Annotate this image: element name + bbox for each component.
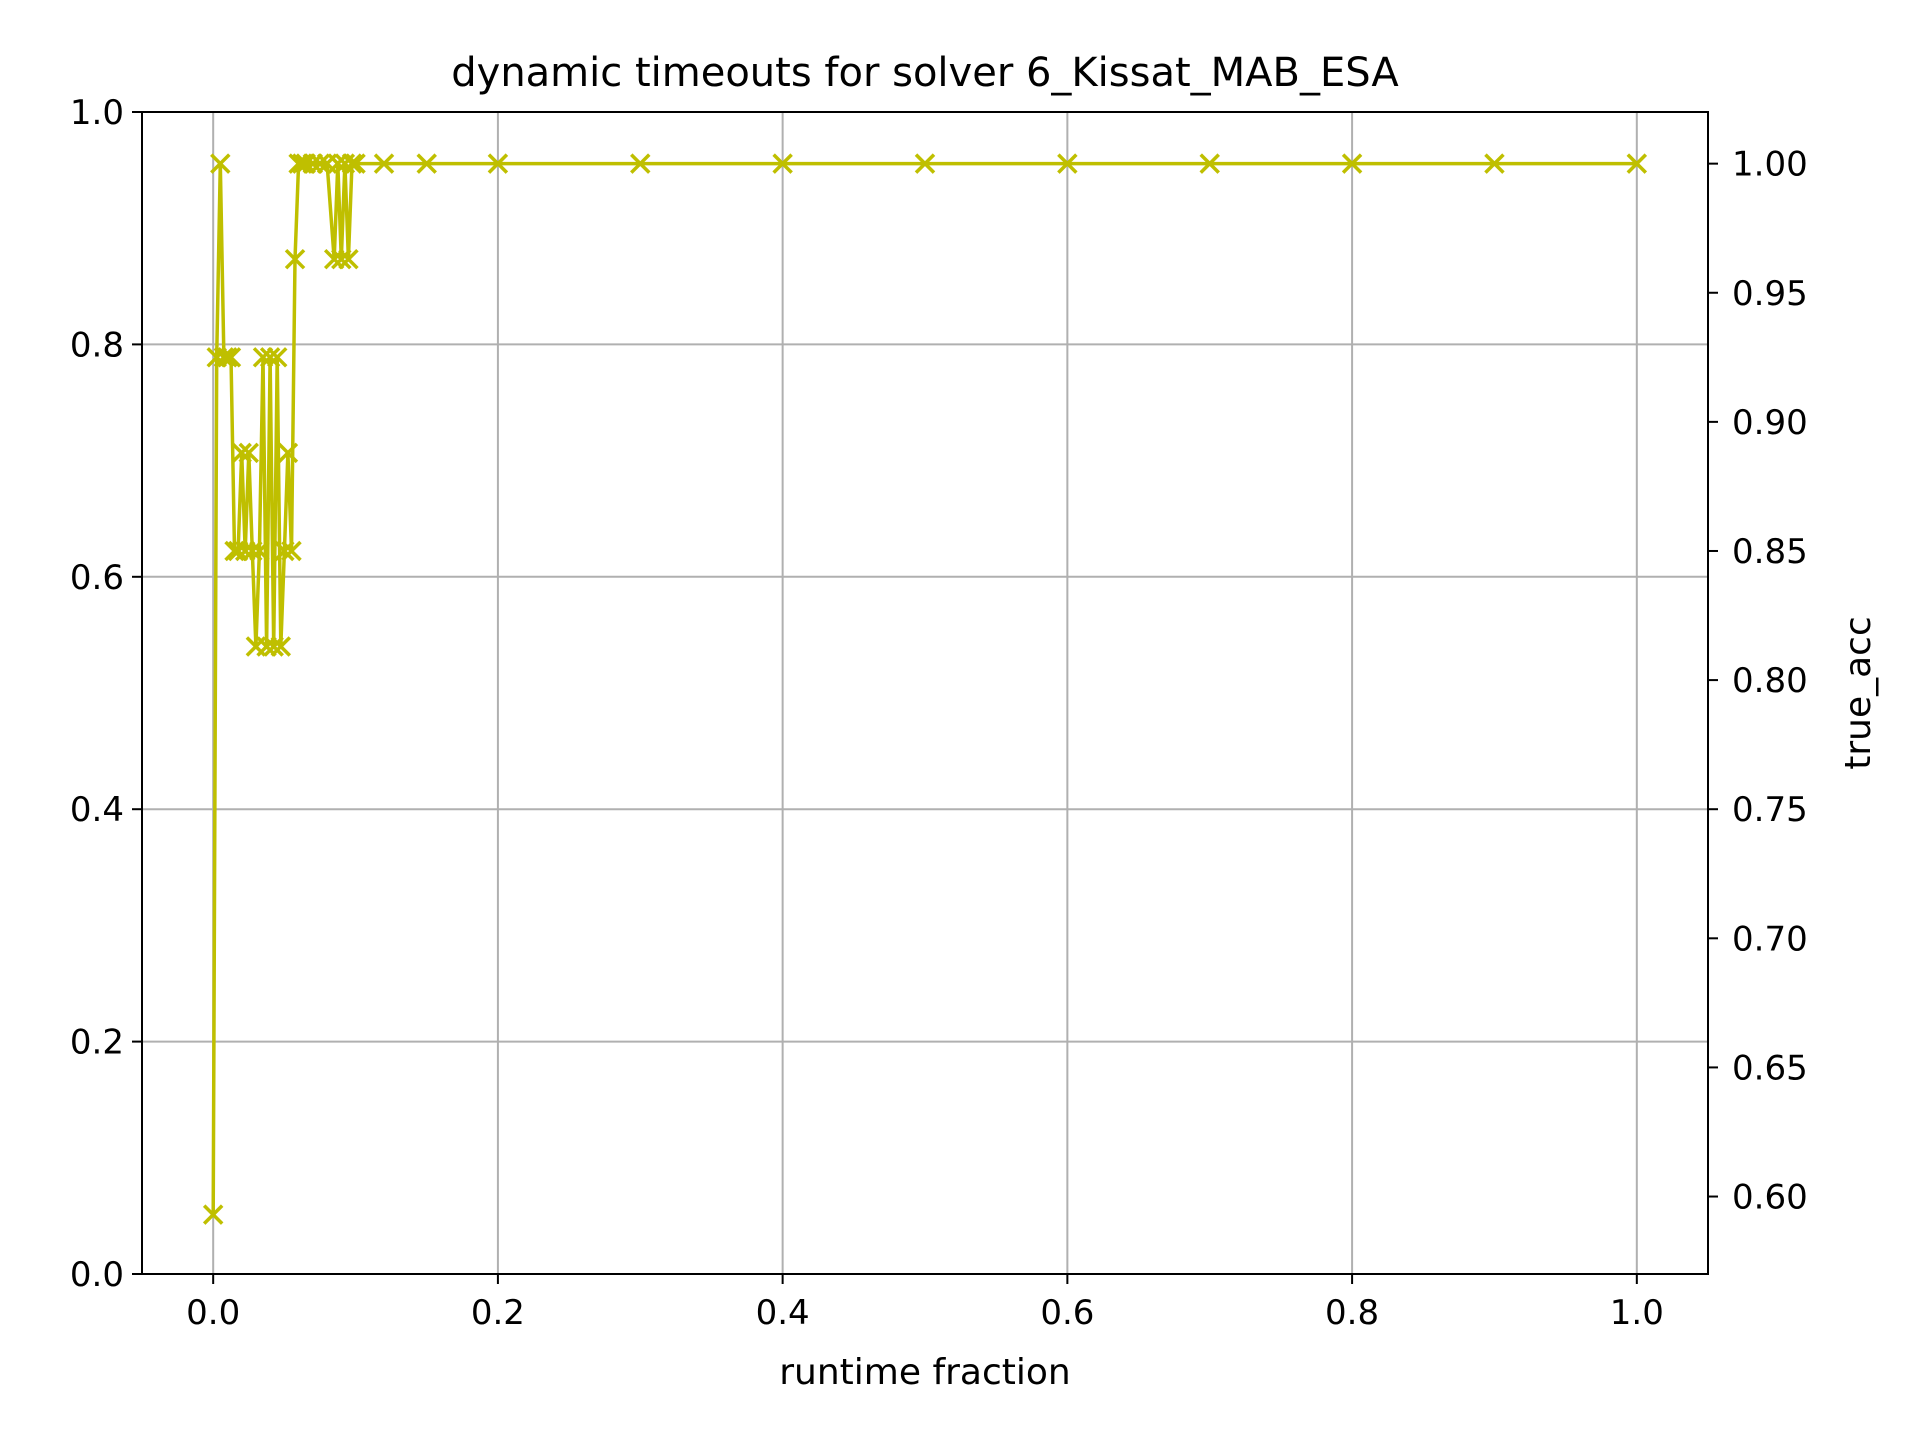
y2-tick-label: 0.80: [1732, 661, 1808, 701]
data-point-marker: [341, 153, 363, 174]
data-point-marker: [1057, 153, 1078, 174]
x-tick-label: 0.8: [1325, 1293, 1379, 1333]
x-axis-label: runtime fraction: [779, 1352, 1071, 1393]
y2-tick-label: 0.60: [1732, 1178, 1808, 1218]
y2-tick-label: 0.65: [1732, 1048, 1808, 1088]
data-point-marker: [217, 347, 238, 368]
data-point-marker: [263, 636, 284, 657]
y2-axis-label: true_acc: [1838, 616, 1879, 770]
data-point-marker: [202, 1204, 224, 1225]
data-point-marker: [277, 442, 299, 464]
data-point-marker: [373, 153, 395, 174]
data-point-marker: [1199, 153, 1220, 174]
y2-tick-label: 0.85: [1732, 532, 1808, 572]
data-point-marker: [284, 248, 306, 270]
data-point-marker: [274, 540, 295, 562]
x-tick-label: 0.6: [1040, 1293, 1094, 1333]
y2-tick-label: 1.00: [1732, 145, 1808, 185]
y2-tick-label: 0.90: [1732, 403, 1808, 443]
y-tick-label: 0.4: [70, 790, 124, 830]
series-line: [211, 161, 1637, 1215]
data-point-marker: [259, 347, 281, 368]
x-tick-label: 0.0: [186, 1293, 240, 1333]
y-tick-label: 0.2: [70, 1023, 124, 1063]
data-point-marker: [267, 347, 288, 368]
x-tick-label: 0.4: [756, 1293, 810, 1333]
data-point-marker: [1626, 153, 1648, 174]
data-point-marker: [270, 636, 292, 657]
x-tick-label: 0.2: [471, 1293, 525, 1333]
data-point-marker: [772, 153, 793, 174]
data-point-marker: [914, 153, 936, 174]
data-point-marker: [345, 153, 366, 174]
x-tick-label: 1.0: [1610, 1293, 1664, 1333]
data-point-marker: [338, 248, 359, 270]
y-tick-label: 0.0: [70, 1255, 124, 1295]
data-point-marker: [213, 347, 235, 368]
data-point-marker: [487, 153, 509, 174]
y-tick-label: 1.0: [70, 93, 124, 133]
data-point-marker: [309, 153, 331, 174]
data-point-marker: [242, 540, 263, 562]
data-point-marker: [281, 540, 302, 562]
y2-tick-label: 0.75: [1732, 790, 1808, 830]
data-point-marker: [238, 442, 260, 464]
y-tick-label: 0.8: [70, 325, 124, 365]
data-point-marker: [220, 347, 242, 368]
chart-title: dynamic timeouts for solver 6_Kissat_MAB…: [451, 50, 1399, 96]
data-point-marker: [210, 153, 231, 174]
ticks: 0.0 0.2 0.4 0.6 0.8 1.0 0.0 0.2 0.4 0.6 0.8 1.0 0.60…: [70, 93, 1808, 1333]
y-tick-label: 0.6: [70, 558, 124, 598]
data-point-marker: [331, 248, 352, 270]
data-point-marker: [416, 153, 437, 174]
data-point-marker: [630, 153, 651, 174]
data-point-marker: [1341, 153, 1363, 174]
data-point-marker: [231, 442, 252, 464]
data-point-marker: [1484, 153, 1505, 174]
data-point-marker: [249, 540, 270, 562]
y2-tick-label: 0.70: [1732, 919, 1808, 959]
series-layer: [202, 153, 1648, 1225]
plot-frame: [141, 111, 1709, 1275]
y2-tick-label: 0.95: [1732, 274, 1808, 314]
